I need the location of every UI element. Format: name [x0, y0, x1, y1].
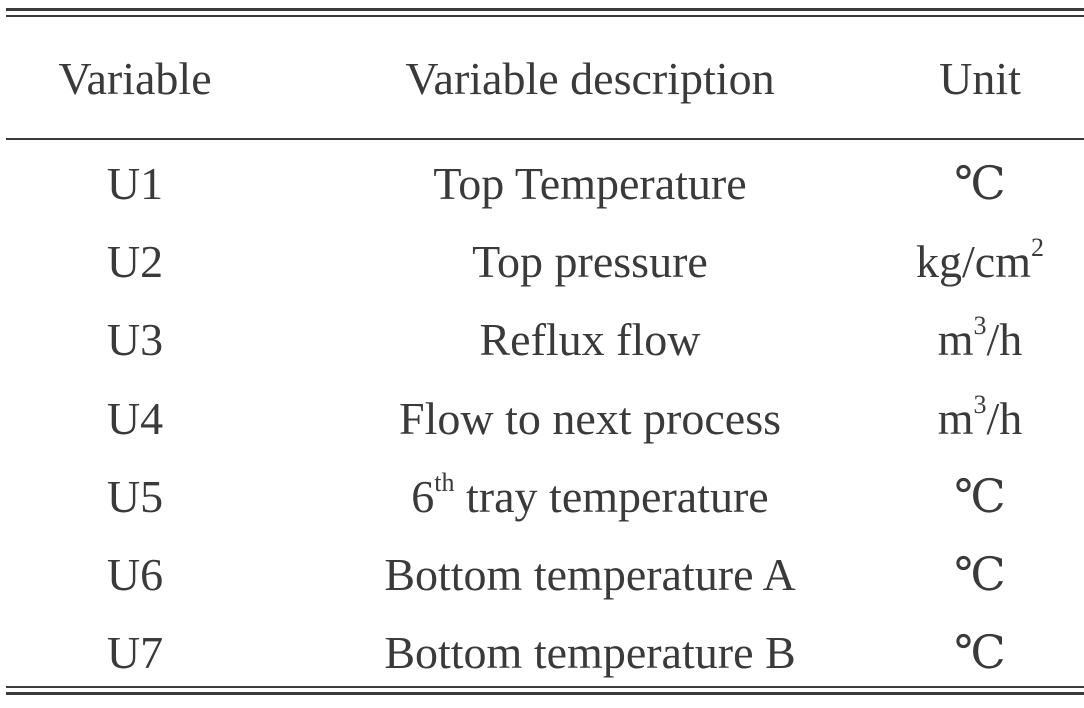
unit-text: kg/cm	[916, 236, 1031, 287]
cell-unit: ℃	[880, 552, 1080, 598]
unit-text: m	[937, 314, 974, 365]
cell-unit: ℃	[880, 630, 1080, 676]
description-text: tray temperature	[454, 471, 769, 522]
unit-text: ℃	[954, 471, 1006, 522]
cell-description: Top pressure	[330, 239, 850, 285]
cell-description: Reflux flow	[330, 317, 850, 363]
cell-unit: ℃	[880, 161, 1080, 207]
unit-text: ℃	[954, 549, 1006, 600]
description-text: Reflux flow	[479, 314, 701, 365]
cell-variable: U1	[106, 158, 164, 209]
top-rule-inner	[6, 15, 1084, 17]
header-variable: Variable	[58, 53, 212, 104]
header-rule	[6, 138, 1084, 140]
cell-variable: U4	[106, 393, 164, 444]
cell-variable: U5	[106, 471, 164, 522]
cell-description: Bottom temperature A	[330, 552, 850, 598]
description-superscript: th	[434, 468, 455, 497]
unit-tail: /h	[986, 393, 1023, 444]
description-prefix: 6	[411, 471, 435, 522]
description-text: Bottom temperature B	[384, 627, 796, 678]
unit-tail: /h	[986, 314, 1023, 365]
unit-text: ℃	[954, 158, 1006, 209]
cell-variable: U3	[106, 314, 164, 365]
cell-unit: ℃	[880, 474, 1080, 520]
description-text: Flow to next process	[398, 393, 781, 444]
header-unit: Unit	[939, 53, 1021, 104]
cell-variable: U6	[106, 549, 164, 600]
header-description: Variable description	[405, 53, 775, 104]
description-text: Top pressure	[472, 236, 708, 287]
cell-unit: m3/h	[880, 392, 1080, 444]
description-text: Top Temperature	[433, 158, 747, 209]
unit-superscript: 2	[1030, 233, 1044, 262]
unit-text: m	[937, 393, 974, 444]
top-rule	[6, 8, 1084, 11]
cell-description: Bottom temperature B	[330, 630, 850, 676]
cell-variable: U2	[106, 236, 164, 287]
cell-description: 6th tray temperature	[330, 470, 850, 522]
unit-superscript: 3	[973, 311, 987, 340]
unit-text: ℃	[954, 627, 1006, 678]
cell-description: Flow to next process	[330, 396, 850, 442]
bottom-rule-inner	[6, 686, 1084, 688]
cell-variable: U7	[106, 627, 164, 678]
cell-description: Top Temperature	[330, 161, 850, 207]
unit-superscript: 3	[973, 390, 987, 419]
description-text: Bottom temperature A	[384, 549, 796, 600]
cell-unit: m3/h	[880, 313, 1080, 365]
bottom-rule	[6, 692, 1084, 695]
cell-unit: kg/cm2	[880, 235, 1080, 287]
